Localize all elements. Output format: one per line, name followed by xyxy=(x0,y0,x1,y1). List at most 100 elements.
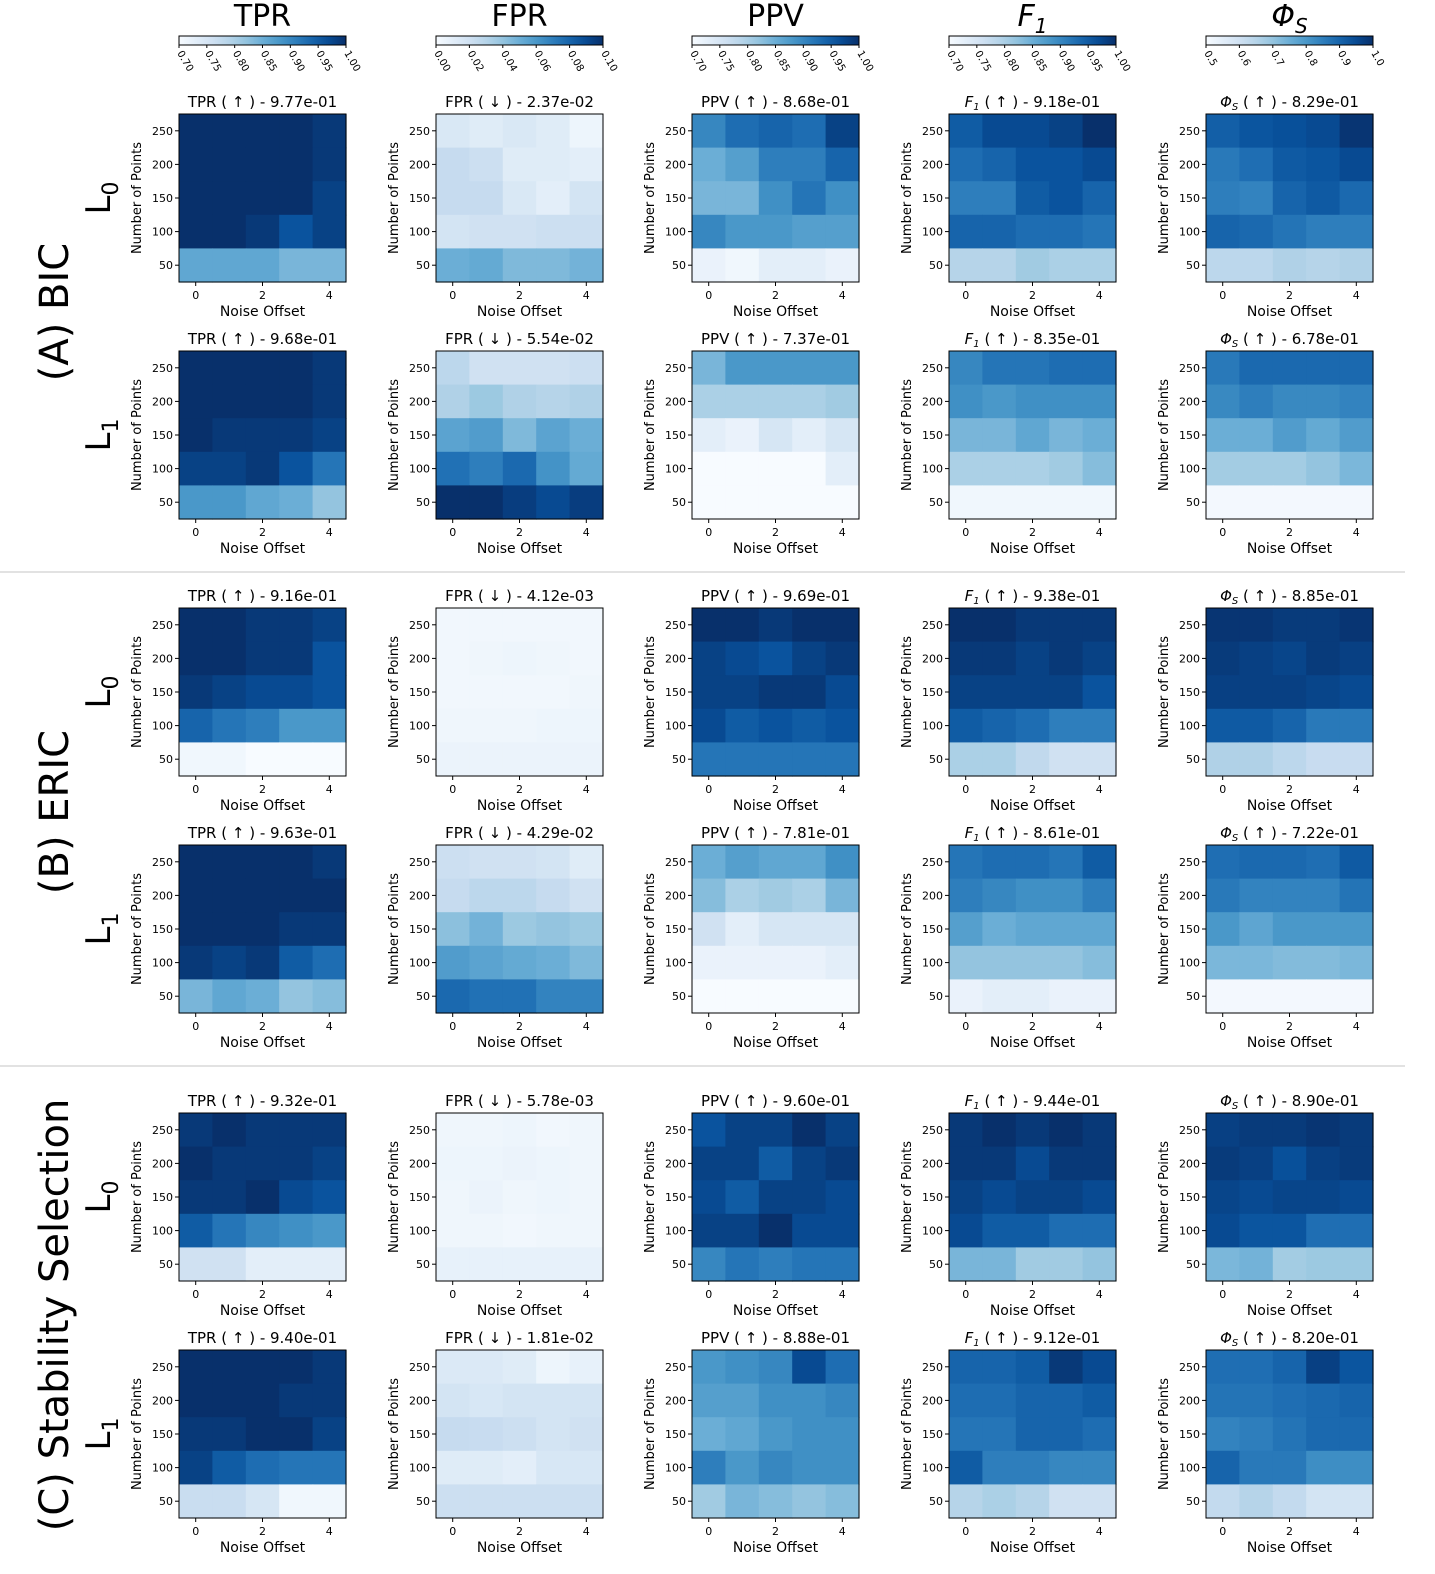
y-tick-label: 150 xyxy=(1179,1428,1200,1441)
heatmap-cell xyxy=(1049,1247,1084,1282)
heatmap-cell xyxy=(949,1383,983,1418)
heatmap-cell xyxy=(792,1113,827,1148)
heatmap-cell xyxy=(1206,248,1240,283)
heatmap-cell xyxy=(1206,742,1240,777)
heatmap-cell xyxy=(758,1180,793,1215)
heatmap-cell xyxy=(1206,114,1240,149)
heatmap-cell xyxy=(1015,878,1050,913)
heatmap-cell xyxy=(312,384,347,419)
heatmap-cell xyxy=(1239,1113,1274,1148)
colorbar-tick-label: 0.10 xyxy=(598,49,619,74)
heatmap-cell xyxy=(212,351,247,386)
heatmap-cell xyxy=(1339,979,1374,1014)
heatmap-cell xyxy=(569,384,604,419)
y-tick-label: 200 xyxy=(1179,1157,1200,1170)
heatmap-cell xyxy=(1015,1113,1050,1148)
x-tick-label: 0 xyxy=(449,783,456,796)
heatmap-cell xyxy=(245,451,280,486)
heatmap-cell xyxy=(1206,351,1240,386)
heatmap-cell xyxy=(758,1450,793,1485)
heatmap-cell xyxy=(792,1350,827,1385)
x-tick-label: 4 xyxy=(1096,783,1103,796)
x-tick-label: 0 xyxy=(1219,1020,1226,1033)
x-tick-label: 2 xyxy=(259,526,266,539)
x-tick-label: 0 xyxy=(1219,526,1226,539)
x-tick-label: 4 xyxy=(1096,289,1103,302)
heatmap-cell xyxy=(502,641,537,676)
panel-title: ΦS ( ↑ ) - 8.90e-01 xyxy=(1220,1092,1359,1112)
heatmap-cell xyxy=(179,1113,213,1148)
y-axis-label: Number of Points xyxy=(130,1141,145,1253)
heatmap-cell xyxy=(469,1417,504,1452)
colorbar-tick-label: 0.5 xyxy=(1201,49,1218,68)
heatmap-cell xyxy=(212,248,247,283)
y-tick-label: 200 xyxy=(1179,1394,1200,1407)
y-tick-label: 100 xyxy=(922,463,943,476)
x-tick-label: 2 xyxy=(259,289,266,302)
y-tick-label: 150 xyxy=(152,1428,173,1441)
heatmap-cell xyxy=(1306,845,1341,880)
heatmap-cell xyxy=(1082,351,1117,386)
heatmap-cell xyxy=(758,1383,793,1418)
heatmap-cell xyxy=(725,675,760,710)
panel-title: F1 ( ↑ ) - 8.35e-01 xyxy=(965,330,1101,350)
heatmap-cell xyxy=(179,742,213,777)
heatmap-cell xyxy=(725,351,760,386)
x-axis-label: Noise Offset xyxy=(733,541,819,557)
x-axis-label: Noise Offset xyxy=(733,1303,819,1319)
y-tick-label: 100 xyxy=(1179,1225,1200,1238)
heatmap-cell xyxy=(725,384,760,419)
heatmap-cell xyxy=(792,485,827,520)
heatmap-cell xyxy=(1049,1113,1084,1148)
heatmap-cell xyxy=(1339,1383,1374,1418)
heatmap-cell xyxy=(1272,945,1307,980)
y-axis-label: Number of Points xyxy=(643,1378,658,1490)
heatmap-cell xyxy=(949,147,983,182)
colorbar-tick-label: 1.00 xyxy=(1111,49,1132,74)
y-tick-label: 50 xyxy=(159,990,173,1003)
heatmap-cell xyxy=(279,351,314,386)
heatmap-cell xyxy=(436,608,470,643)
heatmap-cell xyxy=(179,608,213,643)
heatmap-cell xyxy=(949,912,983,947)
x-tick-label: 2 xyxy=(516,783,523,796)
y-tick-label: 50 xyxy=(672,1258,686,1271)
y-axis-label: Number of Points xyxy=(900,142,915,254)
heatmap-cell xyxy=(1239,1213,1274,1248)
heatmap-cell xyxy=(179,845,213,880)
x-tick-label: 0 xyxy=(705,1020,712,1033)
heatmap-cell xyxy=(179,147,213,182)
heatmap-cell xyxy=(436,1484,470,1519)
heatmap-cell xyxy=(179,351,213,386)
heatmap-cell xyxy=(312,1383,347,1418)
heatmap-cell xyxy=(569,1417,604,1452)
heatmap-cell xyxy=(502,1146,537,1181)
heatmap-cell xyxy=(179,1180,213,1215)
y-tick-label: 100 xyxy=(665,957,686,970)
heatmap-cell xyxy=(692,1484,726,1519)
x-tick-label: 4 xyxy=(326,1288,333,1301)
heatmap-cell xyxy=(502,1350,537,1385)
heatmap-cell xyxy=(245,845,280,880)
heatmap-cell xyxy=(1339,1350,1374,1385)
heatmap-cell xyxy=(1239,1247,1274,1282)
heatmap-cell xyxy=(982,418,1017,453)
x-tick-label: 4 xyxy=(583,1525,590,1538)
heatmap-cell xyxy=(1049,979,1084,1014)
heatmap-cell xyxy=(1272,114,1307,149)
x-tick-label: 4 xyxy=(326,1525,333,1538)
heatmap-panel: FPR ( ↓ ) - 5.54e-02 250 200 150 100 50 0 2 4 Noi… xyxy=(387,330,604,557)
heatmap-cell xyxy=(725,878,760,913)
heatmap-cell xyxy=(436,878,470,913)
x-tick-label: 2 xyxy=(259,1020,266,1033)
heatmap-cell xyxy=(1239,1146,1274,1181)
heatmap-cell xyxy=(1239,912,1274,947)
heatmap-cell xyxy=(792,451,827,486)
heatmap-cell xyxy=(758,912,793,947)
heatmap-cell xyxy=(1082,1146,1117,1181)
heatmap-panel: TPR ( ↑ ) - 9.77e-01 250 200 150 100 50 0 2 4 Noi… xyxy=(130,93,347,320)
panel-title: PPV ( ↑ ) - 7.81e-01 xyxy=(701,824,850,842)
heatmap-cell xyxy=(825,708,860,743)
y-tick-label: 100 xyxy=(922,226,943,239)
heatmap-cell xyxy=(436,114,470,149)
